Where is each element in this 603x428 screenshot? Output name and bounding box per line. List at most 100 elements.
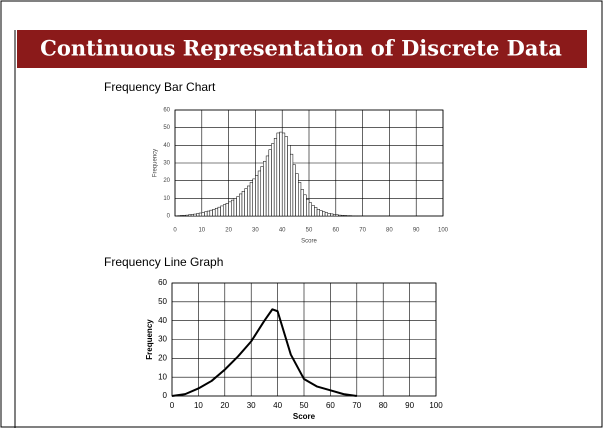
x-tick-label: 50 [306, 228, 313, 234]
x-tick-label: 60 [332, 228, 339, 234]
chart-title: Frequency Bar Chart [104, 80, 216, 94]
y-tick-label: 0 [167, 214, 171, 220]
bar [196, 213, 200, 217]
line [171, 308, 357, 397]
y-tick-label: 40 [158, 316, 167, 325]
bar [193, 213, 197, 217]
bar [233, 198, 237, 217]
bar [308, 202, 312, 217]
bar [324, 212, 329, 217]
bar [263, 160, 267, 217]
bar [292, 164, 296, 217]
bar [271, 143, 275, 217]
bar [265, 155, 270, 217]
bar [319, 210, 323, 217]
bar [343, 215, 347, 217]
bar [268, 149, 272, 217]
y-tick-label: 30 [163, 161, 170, 167]
bar [284, 136, 288, 217]
bar [327, 213, 331, 217]
bar [260, 166, 264, 217]
bar [340, 215, 345, 217]
y-tick-label: 20 [158, 353, 167, 362]
bar [180, 215, 184, 217]
x-tick-label: 90 [413, 228, 420, 234]
bar [222, 204, 227, 217]
bar [225, 203, 229, 217]
bar [185, 214, 189, 217]
bar [281, 132, 286, 217]
bar [306, 198, 310, 217]
y-tick-label: 50 [163, 125, 170, 131]
x-tick-label: 90 [405, 401, 414, 410]
y-tick-label: 20 [163, 178, 170, 184]
x-tick-label: 60 [326, 401, 335, 410]
y-tick-label: 50 [158, 297, 167, 306]
bar [276, 132, 280, 217]
x-axis-label: Score [293, 412, 316, 421]
y-tick-label: 10 [163, 196, 170, 202]
bar [217, 206, 221, 217]
x-tick-label: 70 [352, 401, 361, 410]
x-tick-label: 80 [379, 401, 388, 410]
x-axis-label: Score [301, 239, 317, 245]
x-tick-label: 20 [225, 228, 232, 234]
chart-title: Frequency Line Graph [104, 255, 223, 269]
x-tick-label: 0 [170, 401, 175, 410]
bar [182, 215, 186, 217]
bar [204, 211, 208, 217]
x-tick-label: 0 [173, 228, 177, 234]
y-tick-label: 0 [163, 391, 168, 400]
bar [330, 213, 334, 217]
bar [303, 194, 307, 217]
bar [244, 188, 248, 217]
bar [228, 201, 232, 217]
bar [249, 182, 253, 217]
bar [311, 205, 315, 217]
x-tick-label: 100 [438, 228, 449, 234]
bar [322, 211, 326, 217]
bar [279, 131, 283, 217]
bar [316, 209, 320, 217]
bar [273, 138, 278, 217]
bar [298, 182, 302, 217]
bar [289, 153, 294, 217]
x-tick-label: 20 [220, 401, 229, 410]
bar [255, 175, 259, 217]
x-tick-label: 100 [429, 401, 443, 410]
bar [241, 191, 245, 217]
slide-title: Continuous Representation of Discrete Da… [40, 36, 562, 61]
bar [209, 209, 213, 217]
bar [206, 210, 211, 217]
bar [257, 170, 262, 217]
bar [188, 214, 192, 217]
bar [338, 214, 342, 217]
bar [239, 193, 243, 217]
bar [314, 207, 318, 217]
bar [335, 214, 339, 217]
x-tick-label: 30 [247, 401, 256, 410]
header-bar [17, 30, 587, 68]
bar [220, 205, 224, 217]
x-tick-label: 40 [273, 401, 282, 410]
bar [332, 214, 337, 217]
bar [201, 212, 205, 217]
bar [247, 185, 251, 217]
x-tick-label: 50 [300, 401, 309, 410]
x-tick-label: 40 [279, 228, 286, 234]
x-tick-label: 70 [359, 228, 366, 234]
bar [295, 173, 299, 217]
plot-frame [171, 282, 437, 397]
x-tick-label: 10 [194, 401, 203, 410]
bar [190, 214, 195, 217]
y-axis-label: Frequency [145, 319, 154, 360]
y-tick-label: 40 [163, 143, 170, 149]
bar [300, 189, 304, 217]
bar [214, 207, 219, 217]
x-tick-label: 30 [252, 228, 259, 234]
y-tick-label: 30 [158, 335, 167, 344]
x-tick-label: 10 [198, 228, 205, 234]
bar [231, 199, 235, 217]
bar [212, 209, 216, 217]
